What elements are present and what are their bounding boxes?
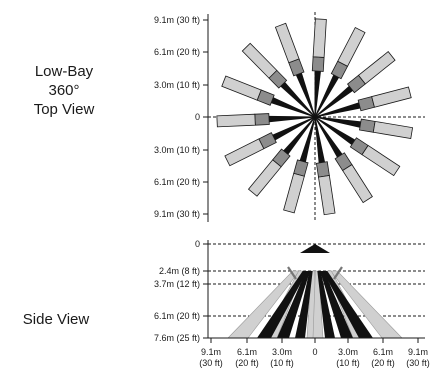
top-view-y-ticks xyxy=(203,19,208,215)
side-view-x-ticks: 9.1m(30 ft)6.1m(20 ft)3.0m(10 ft)0 3.0m(1… xyxy=(199,338,430,368)
detection-ray xyxy=(216,113,316,128)
ray-dark-segment xyxy=(280,81,316,118)
side-tick-label: 7.6m (25 ft) xyxy=(154,333,200,343)
detection-ray xyxy=(314,116,373,204)
top-tick-label: 6.1m (20 ft) xyxy=(154,177,200,187)
ray-light-segment xyxy=(357,51,396,85)
ray-mid-segment xyxy=(315,161,330,178)
x-tick-label: 9.1m xyxy=(408,347,428,357)
side-tick-label: 3.7m (12 ft) xyxy=(154,279,200,289)
ray-light-segment xyxy=(312,18,327,58)
side-tick-label: 6.1m (20 ft) xyxy=(154,311,200,321)
x-tick-sublabel: (20 ft) xyxy=(235,358,259,368)
ray-light-segment xyxy=(318,175,336,216)
ray-dark-segment xyxy=(272,116,316,141)
ray-dark-segment xyxy=(271,97,316,118)
ray-dark-segment xyxy=(314,116,361,128)
detection-ray xyxy=(314,116,414,139)
top-view: 9.1m (30 ft) 6.1m (20 ft) 3.0m (10 ft) 0… xyxy=(154,12,425,222)
side-view: 0 2.4m (8 ft) 3.7m (12 ft) 6.1m (20 ft) … xyxy=(154,239,430,368)
x-tick-label: 3.0m xyxy=(338,347,358,357)
detection-ray xyxy=(314,116,401,177)
top-view-label-line-1: Low-Bay xyxy=(34,63,94,80)
ray-dark-segment xyxy=(299,116,316,163)
ray-dark-segment xyxy=(295,72,316,118)
x-tick-label: 0 xyxy=(312,347,317,357)
detection-ray xyxy=(314,26,366,118)
ray-light-segment xyxy=(241,42,278,79)
x-tick-label: 9.1m xyxy=(201,347,221,357)
sensor-icon xyxy=(300,244,330,253)
detection-ray xyxy=(314,51,396,118)
side-beam-edge-mark xyxy=(287,266,297,280)
ray-mid-segment xyxy=(359,118,376,133)
detection-ray xyxy=(314,116,336,216)
x-tick-sublabel: (10 ft) xyxy=(336,358,360,368)
top-view-label-line-2: 360° xyxy=(48,82,80,99)
detection-ray xyxy=(221,75,316,118)
x-tick-sublabel: (30 ft) xyxy=(199,358,223,368)
side-beam xyxy=(277,271,310,338)
ray-dark-segment xyxy=(268,115,316,123)
side-tick-label: 0 xyxy=(195,239,200,249)
detection-ray xyxy=(283,116,316,214)
ray-light-segment xyxy=(274,22,300,64)
ray-light-segment xyxy=(221,75,262,101)
detection-ray xyxy=(224,116,316,167)
x-tick-sublabel: (20 ft) xyxy=(371,358,395,368)
detection-ray xyxy=(247,116,316,197)
x-tick-label: 6.1m xyxy=(237,347,257,357)
side-beam-edge-mark xyxy=(333,266,343,280)
detection-ray xyxy=(241,42,316,118)
top-tick-label: 9.1m (30 ft) xyxy=(154,15,200,25)
top-tick-label: 3.0m (10 ft) xyxy=(154,80,200,90)
ray-dark-segment xyxy=(314,85,353,118)
ray-light-segment xyxy=(361,144,401,177)
top-tick-label: 3.0m (10 ft) xyxy=(154,145,200,155)
top-view-label-line-3: Top View xyxy=(33,101,95,118)
side-beam xyxy=(320,271,353,338)
detection-ray xyxy=(274,22,316,118)
ray-light-segment xyxy=(224,138,265,167)
top-tick-label: 9.1m (30 ft) xyxy=(154,209,200,219)
ray-light-segment xyxy=(371,86,412,108)
detection-ray xyxy=(314,86,412,118)
side-beam xyxy=(322,271,373,338)
top-tick-label: 6.1m (20 ft) xyxy=(154,47,200,57)
detection-ray xyxy=(311,18,327,118)
side-tick-label: 2.4m (8 ft) xyxy=(159,266,200,276)
ray-dark-segment xyxy=(314,116,326,163)
side-beam xyxy=(295,271,313,338)
ray-mid-segment xyxy=(254,113,270,126)
ray-light-segment xyxy=(283,172,305,214)
side-view-label: Side View xyxy=(22,311,90,328)
top-view-detection-rays xyxy=(216,18,414,216)
ray-dark-segment xyxy=(314,116,356,146)
side-beam xyxy=(257,271,308,338)
ray-mid-segment xyxy=(311,56,325,72)
x-tick-sublabel: (10 ft) xyxy=(270,358,294,368)
ray-dark-segment xyxy=(314,102,361,118)
side-beam xyxy=(317,271,335,338)
ray-light-segment xyxy=(342,164,373,204)
ray-light-segment xyxy=(337,26,366,67)
ray-dark-segment xyxy=(314,70,321,118)
ray-dark-segment xyxy=(314,74,340,118)
top-tick-label: 0 xyxy=(195,112,200,122)
x-tick-sublabel: (30 ft) xyxy=(406,358,430,368)
ray-dark-segment xyxy=(314,116,343,158)
x-tick-label: 3.0m xyxy=(272,347,292,357)
top-view-label: Low-Bay 360° Top View xyxy=(14,62,114,119)
ray-light-segment xyxy=(372,120,414,139)
side-view-detection-beams xyxy=(227,266,403,339)
ray-dark-segment xyxy=(283,116,316,155)
x-tick-label: 6.1m xyxy=(373,347,393,357)
ray-light-segment xyxy=(247,159,282,197)
ray-light-segment xyxy=(216,113,256,128)
